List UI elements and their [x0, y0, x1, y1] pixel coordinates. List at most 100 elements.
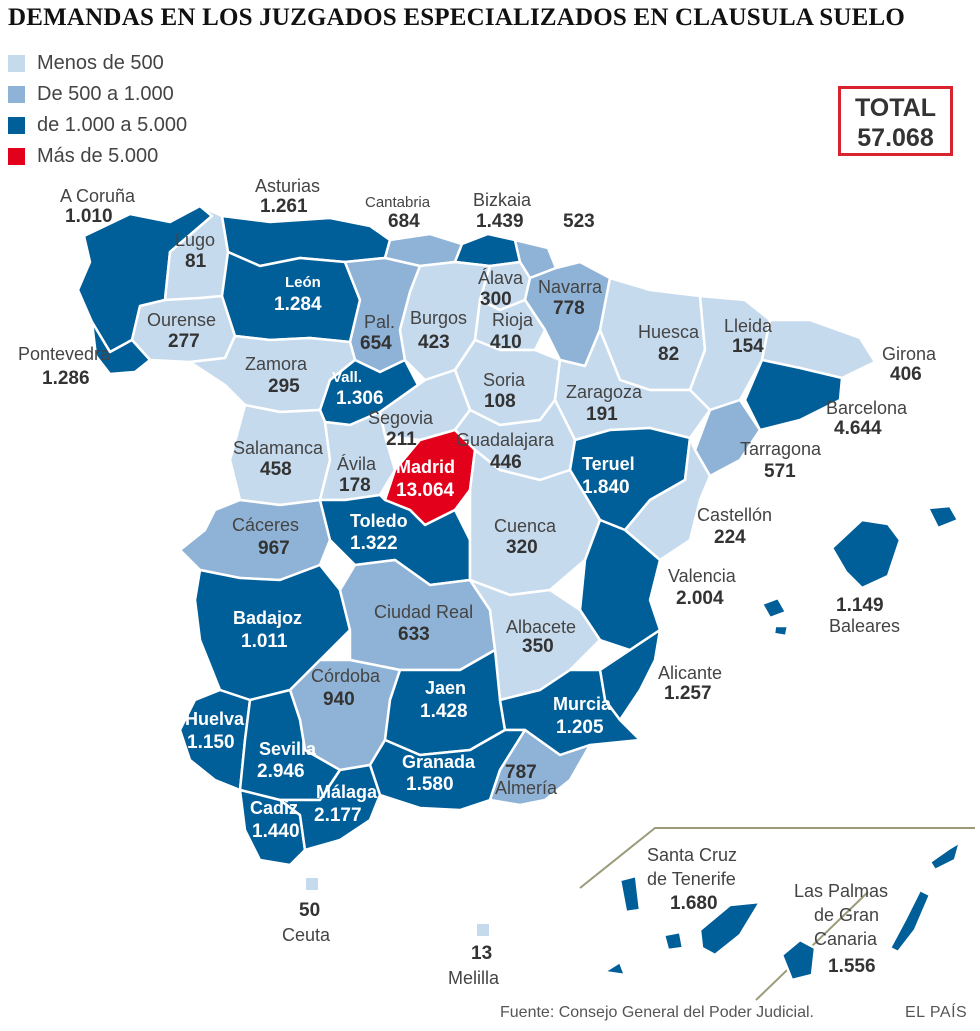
province-almeria[interactable] — [488, 728, 592, 807]
label-name-cadiz: Cadiz — [250, 798, 298, 818]
label-value-lugo: 81 — [185, 251, 207, 272]
legend-item-menos-500: Menos de 500 — [8, 48, 187, 79]
label-name-salamanca: Salamanca — [233, 438, 324, 458]
label-value-ourense: 277 — [168, 331, 200, 352]
label-name-caceres: Cáceres — [232, 515, 299, 535]
label-name-cordoba: Córdoba — [311, 666, 381, 686]
label-name-teruel: Teruel — [582, 454, 635, 474]
label-value-murcia: 1.205 — [556, 717, 604, 738]
label-value-almeria: 787 — [505, 762, 537, 783]
label-value-caceres: 967 — [258, 538, 290, 559]
label-name-zamora: Zamora — [245, 354, 308, 374]
label-name-navarra: Navarra — [538, 277, 603, 297]
label-group-leon: León 1.284 — [274, 274, 322, 315]
label-group-badajoz: Badajoz 1.011 — [233, 608, 302, 652]
label-name-laspalmas-3: Canaria — [814, 929, 878, 949]
province-malaga[interactable] — [278, 763, 382, 852]
label-name-avila: Ávila — [337, 454, 377, 474]
legend-swatch — [8, 148, 25, 165]
label-value-alava: 300 — [480, 289, 512, 310]
legend-label: Más de 5.000 — [37, 145, 159, 167]
label-name-soria: Soria — [483, 370, 526, 390]
province-labels: A Coruña 1.010 Lugo 81 Asturias 1.261 Ca… — [18, 176, 937, 988]
label-name-alava: Álava — [478, 268, 524, 288]
label-name-lleida: Lleida — [724, 316, 773, 336]
label-value-bizkaia: 1.439 — [476, 211, 524, 232]
label-group-teruel: Teruel 1.840 — [582, 454, 635, 498]
label-value-leon: 1.284 — [274, 294, 322, 315]
province-lanzarote[interactable] — [928, 840, 962, 872]
label-name-jaen: Jaen — [425, 678, 466, 698]
province-baleares-ibiza[interactable] — [760, 596, 788, 620]
label-value-ciudadreal: 633 — [398, 624, 430, 645]
label-group-malaga: Málaga 2.177 — [314, 782, 378, 826]
province-avila[interactable] — [318, 410, 397, 502]
province-pontevedra[interactable] — [90, 320, 152, 376]
label-value-cuenca: 320 — [506, 537, 538, 558]
label-name-guadalajara: Guadalajara — [456, 430, 555, 450]
label-value-zamora: 295 — [268, 376, 300, 397]
label-name-baleares: Baleares — [829, 616, 900, 636]
label-value-cadiz: 1.440 — [252, 821, 300, 842]
total-value: 57.068 — [857, 124, 934, 152]
province-hierro[interactable] — [602, 960, 627, 977]
label-name-toledo: Toledo — [350, 511, 408, 531]
province-ceuta[interactable] — [306, 878, 318, 890]
label-value-valencia: 2.004 — [676, 588, 724, 609]
label-name-burgos: Burgos — [410, 308, 467, 328]
province-bizkaia[interactable] — [453, 232, 522, 268]
legend-label: De 500 a 1.000 — [37, 83, 174, 105]
province-castellon[interactable] — [623, 436, 712, 562]
province-gomera[interactable] — [662, 930, 685, 952]
label-value-albacete: 350 — [522, 636, 554, 657]
province-baleares-menorca[interactable] — [926, 504, 960, 530]
label-value-pontevedra: 1.286 — [42, 368, 90, 389]
label-name-ourense: Ourense — [147, 310, 216, 330]
total-label: TOTAL — [854, 94, 936, 122]
label-value-baleares: 1.149 — [836, 595, 884, 616]
label-name-leon: León — [285, 274, 321, 291]
province-murcia[interactable] — [498, 668, 642, 757]
source-note: Fuente: Consejo General del Poder Judici… — [500, 1004, 814, 1021]
province-grancanaria[interactable] — [780, 938, 817, 982]
label-value-cantabria: 684 — [388, 211, 420, 232]
label-name-melilla: Melilla — [448, 968, 500, 988]
label-value-teruel: 1.840 — [582, 477, 630, 498]
label-value-cordoba: 940 — [323, 689, 355, 710]
label-name-laspalmas-1: Las Palmas — [794, 881, 888, 901]
label-value-avila: 178 — [339, 475, 371, 496]
canarias-frame — [579, 827, 975, 889]
label-value-sevilla: 2.946 — [257, 761, 305, 782]
province-baleares-formentera[interactable] — [772, 624, 790, 638]
label-value-barcelona: 4.644 — [834, 418, 882, 439]
label-group-sevilla: Sevilla 2.946 — [257, 739, 317, 782]
label-group-murcia: Murcia 1.205 — [553, 694, 612, 738]
province-baleares-mallorca[interactable] — [830, 518, 902, 590]
label-value-alicante: 1.257 — [664, 683, 712, 704]
label-group-granada: Granada 1.580 — [402, 752, 476, 795]
label-value-lleida: 154 — [732, 336, 764, 357]
label-value-ceuta: 50 — [299, 900, 320, 921]
map-title: DEMANDAS EN LOS JUZGADOS ESPECIALIZADOS … — [8, 4, 906, 31]
legend: Menos de 500 De 500 a 1.000 de 1.000 a 5… — [8, 48, 187, 172]
label-name-rioja: Rioja — [492, 310, 534, 330]
province-caceres[interactable] — [178, 498, 332, 582]
province-tenerife[interactable] — [698, 900, 762, 957]
legend-item-500-1000: De 500 a 1.000 — [8, 79, 187, 110]
label-value-madrid: 13.064 — [396, 480, 455, 501]
province-lapalma[interactable] — [618, 874, 642, 914]
label-group-cadiz: Cadiz 1.440 — [250, 798, 300, 842]
label-value-gipuzkoa: 523 — [563, 211, 595, 232]
label-name-bizkaia: Bizkaia — [473, 190, 532, 210]
province-melilla[interactable] — [477, 924, 489, 936]
province-shapes — [76, 204, 975, 1001]
label-name-tenerife-1: Santa Cruz — [647, 845, 737, 865]
label-name-cantabria: Cantabria — [365, 194, 431, 211]
label-value-rioja: 410 — [490, 332, 522, 353]
province-barcelona[interactable] — [743, 358, 844, 432]
label-value-badajoz: 1.011 — [241, 631, 288, 652]
label-name-cuenca: Cuenca — [494, 516, 557, 536]
label-value-palencia: 654 — [360, 333, 392, 354]
province-fuerteventura[interactable] — [888, 888, 932, 954]
